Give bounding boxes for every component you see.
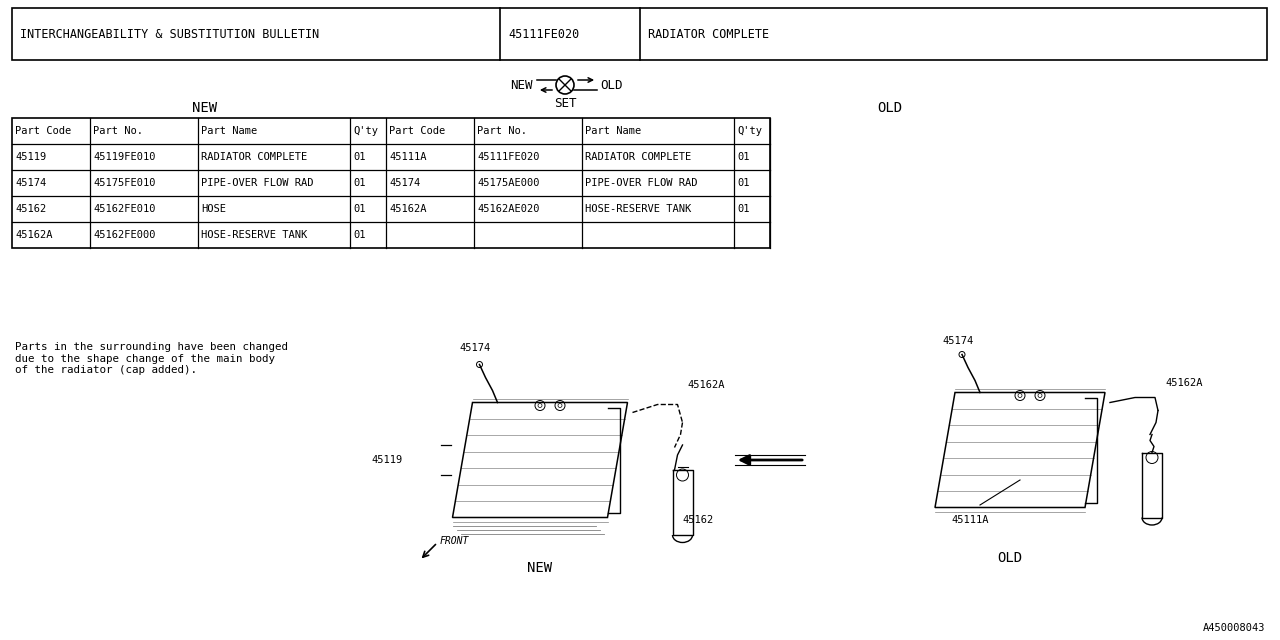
Text: 45174: 45174 <box>942 335 974 346</box>
Text: SET: SET <box>554 97 576 109</box>
Text: Part No.: Part No. <box>477 126 527 136</box>
Text: 45111FE020: 45111FE020 <box>477 152 539 162</box>
Text: 45175FE010: 45175FE010 <box>93 178 155 188</box>
Text: Q'ty: Q'ty <box>353 126 378 136</box>
Text: HOSE-RESERVE TANK: HOSE-RESERVE TANK <box>201 230 307 240</box>
Text: 45162FE000: 45162FE000 <box>93 230 155 240</box>
Text: OLD: OLD <box>997 550 1023 564</box>
Text: Part Code: Part Code <box>389 126 445 136</box>
Text: 45119: 45119 <box>371 455 402 465</box>
Text: OLD: OLD <box>600 79 622 92</box>
Text: 01: 01 <box>737 204 750 214</box>
Text: INTERCHANGEABILITY & SUBSTITUTION BULLETIN: INTERCHANGEABILITY & SUBSTITUTION BULLET… <box>20 28 319 40</box>
Text: 45162: 45162 <box>682 515 714 525</box>
Text: Part Name: Part Name <box>585 126 641 136</box>
Text: 01: 01 <box>737 178 750 188</box>
Text: FRONT: FRONT <box>439 536 468 545</box>
Text: 45162A: 45162A <box>389 204 426 214</box>
Text: 45162FE010: 45162FE010 <box>93 204 155 214</box>
Text: 45119: 45119 <box>15 152 46 162</box>
Text: HOSE: HOSE <box>201 204 227 214</box>
Text: OLD: OLD <box>877 101 902 115</box>
Text: RADIATOR COMPLETE: RADIATOR COMPLETE <box>648 28 769 40</box>
Bar <box>12 118 771 248</box>
Text: Part No.: Part No. <box>93 126 143 136</box>
Text: NEW: NEW <box>511 79 532 92</box>
Text: NEW: NEW <box>192 101 218 115</box>
Text: 45119FE010: 45119FE010 <box>93 152 155 162</box>
Text: HOSE-RESERVE TANK: HOSE-RESERVE TANK <box>585 204 691 214</box>
Text: 01: 01 <box>737 152 750 162</box>
Text: RADIATOR COMPLETE: RADIATOR COMPLETE <box>201 152 307 162</box>
Text: Parts in the surrounding have been changed
due to the shape change of the main b: Parts in the surrounding have been chang… <box>15 342 288 375</box>
Bar <box>12 8 1267 60</box>
Text: 45174: 45174 <box>389 178 420 188</box>
Text: 45175AE000: 45175AE000 <box>477 178 539 188</box>
Text: 45162AE020: 45162AE020 <box>477 204 539 214</box>
Text: 45111A: 45111A <box>389 152 426 162</box>
Text: PIPE-OVER FLOW RAD: PIPE-OVER FLOW RAD <box>585 178 698 188</box>
Text: 45111A: 45111A <box>951 515 988 525</box>
Text: 45111FE020: 45111FE020 <box>508 28 580 40</box>
Text: 45162A: 45162A <box>687 380 724 390</box>
Text: 45174: 45174 <box>460 342 492 353</box>
Text: 45162A: 45162A <box>15 230 52 240</box>
Text: NEW: NEW <box>527 561 553 575</box>
Text: Part Code: Part Code <box>15 126 72 136</box>
Text: Part Name: Part Name <box>201 126 257 136</box>
Text: A450008043: A450008043 <box>1202 623 1265 633</box>
Text: Q'ty: Q'ty <box>737 126 762 136</box>
Text: 01: 01 <box>353 178 366 188</box>
Text: RADIATOR COMPLETE: RADIATOR COMPLETE <box>585 152 691 162</box>
Text: PIPE-OVER FLOW RAD: PIPE-OVER FLOW RAD <box>201 178 314 188</box>
Text: 01: 01 <box>353 152 366 162</box>
Text: 45174: 45174 <box>15 178 46 188</box>
Text: 01: 01 <box>353 204 366 214</box>
Text: 45162A: 45162A <box>1165 378 1202 387</box>
Text: 45162: 45162 <box>15 204 46 214</box>
Text: 01: 01 <box>353 230 366 240</box>
